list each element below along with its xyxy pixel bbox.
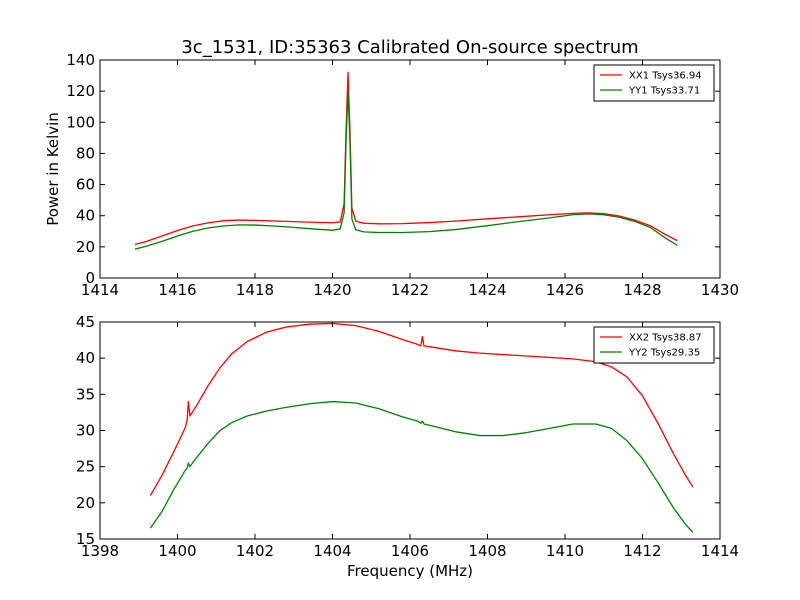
- y-tick-label: 30: [76, 422, 95, 440]
- legend: XX2 Tsys38.87 YY2 Tsys29.35: [593, 326, 715, 364]
- x-tick-label: 1410: [546, 542, 584, 560]
- x-tick-label: 1398: [81, 542, 119, 560]
- y-tick-label: 20: [76, 494, 95, 512]
- x-tick-label: 1408: [468, 542, 506, 560]
- x-tick-label: 1414: [81, 281, 119, 299]
- x-tick-label: 1416: [158, 281, 196, 299]
- x-tick-label: 1406: [391, 542, 429, 560]
- legend-box: [593, 326, 715, 364]
- y-tick-label: 140: [66, 51, 95, 69]
- y-tick-label: 120: [66, 82, 95, 100]
- legend-box: [593, 64, 715, 102]
- x-tick-label: 1412: [623, 542, 661, 560]
- y-axis-label: Power in Kelvin: [44, 112, 62, 226]
- y-tick-label: 0: [85, 269, 95, 287]
- chart-title: 3c_1531, ID:35363 Calibrated On-source s…: [181, 37, 638, 58]
- x-tick-label: 1428: [623, 281, 661, 299]
- legend: XX1 Tsys36.94 YY1 Tsys33.71: [593, 64, 715, 102]
- y-tick-label: 25: [76, 458, 95, 476]
- y-tick-label: 40: [76, 207, 95, 225]
- y-tick-label: 80: [76, 144, 95, 162]
- y-tick-label: 20: [76, 238, 95, 256]
- y-tick-label: 40: [76, 349, 95, 367]
- series-line-1: [149, 322, 694, 496]
- x-tick-label: 1418: [236, 281, 274, 299]
- series-lines: [134, 71, 678, 250]
- y-tick-label: 15: [76, 530, 95, 548]
- legend-label: XX1 Tsys36.94: [629, 71, 702, 82]
- x-axis-label: Frequency (MHz): [347, 562, 473, 580]
- y-tick-label: 60: [76, 176, 95, 194]
- y-tick-label: 35: [76, 385, 95, 403]
- x-tick-label: 1424: [468, 281, 506, 299]
- panel-2: 1398 1400 1402 1404 1406 1408 1410 1412 1414 15 20…: [76, 313, 739, 580]
- y-tick-label: 45: [76, 313, 95, 331]
- legend-label: XX2 Tsys38.87: [629, 333, 702, 344]
- x-tick-label: 1404: [313, 542, 351, 560]
- series-line-2: [149, 400, 694, 533]
- x-tick-label: 1426: [546, 281, 584, 299]
- x-tick-label: 1400: [158, 542, 196, 560]
- legend-label: YY2 Tsys29.35: [628, 348, 700, 359]
- series-line-2: [134, 90, 678, 250]
- y-tick-label: 100: [66, 113, 95, 131]
- x-tick-label: 1420: [313, 281, 351, 299]
- panels: 1414 1416 1418 1420 1422 1424 1426 1428 1430 0 20 4…: [44, 51, 739, 580]
- legend-label: YY1 Tsys33.71: [628, 86, 700, 97]
- series-lines: [149, 322, 694, 533]
- x-tick-label: 1422: [391, 281, 429, 299]
- x-tick-label: 1430: [701, 281, 739, 299]
- panel-1: 1414 1416 1418 1420 1422 1424 1426 1428 1430 0 20 4…: [44, 51, 739, 299]
- x-tick-label: 1414: [701, 542, 739, 560]
- x-tick-label: 1402: [236, 542, 274, 560]
